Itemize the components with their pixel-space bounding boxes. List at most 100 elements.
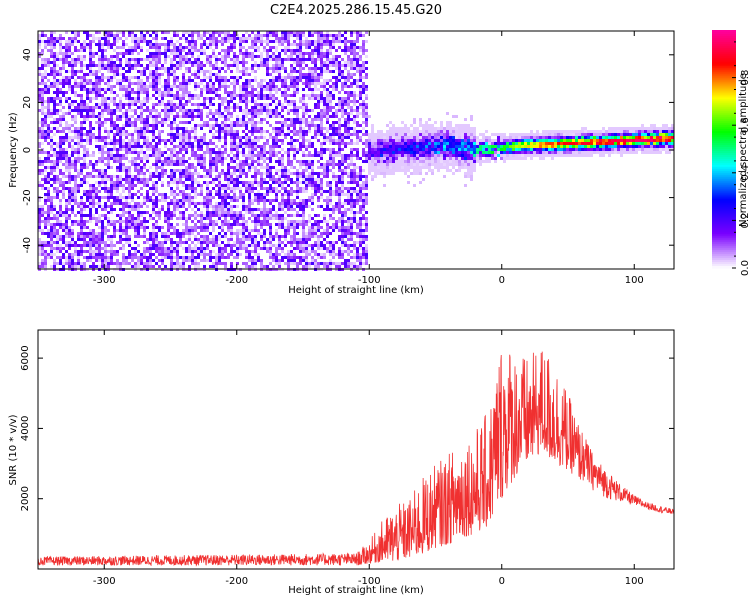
spectrogram-cell	[230, 46, 233, 49]
spectrogram-cell	[215, 220, 218, 223]
spectrogram-cell	[164, 199, 167, 202]
spectrogram-cell	[122, 208, 125, 211]
spectrogram-cell	[305, 52, 308, 55]
spectrogram-cell	[293, 232, 296, 235]
spectrogram-cell	[209, 154, 212, 157]
spectrogram-cell	[287, 142, 290, 145]
spectrogram-cell	[137, 226, 140, 229]
spectrogram-cell	[98, 31, 101, 34]
spectrogram-cell	[245, 127, 248, 130]
spectrogram-cell	[233, 196, 236, 199]
spectrogram-cell	[284, 211, 287, 214]
spectrogram-cell	[68, 70, 71, 73]
spectrogram-cell	[68, 103, 71, 106]
spectrogram-cell	[50, 166, 53, 169]
spectrogram-cell	[281, 235, 284, 238]
spectrogram-cell	[143, 82, 146, 85]
spectrogram-cell	[212, 211, 215, 214]
spectrogram-cell	[221, 241, 224, 244]
spectrogram-cell	[56, 175, 59, 178]
spectrogram-cell	[74, 151, 77, 154]
spectrogram-cell	[41, 58, 44, 61]
spectrogram-cell	[284, 52, 287, 55]
spectrogram-cell	[134, 151, 137, 154]
spectrogram-cell	[281, 184, 284, 187]
spectrogram-cell	[62, 64, 65, 67]
spectrogram-cell	[38, 262, 41, 265]
spectrogram-cell	[68, 214, 71, 217]
spectrogram-cell	[215, 112, 218, 115]
spectrogram-cell	[272, 178, 275, 181]
spectrogram-cell	[176, 133, 179, 136]
spectrogram-cell	[80, 196, 83, 199]
spectrogram-cell	[284, 190, 287, 193]
spectrogram-cell	[239, 223, 242, 226]
spectrogram-cell	[200, 187, 203, 190]
spectrogram-cell	[179, 193, 182, 196]
spectrogram-cell	[131, 148, 134, 151]
spectrogram-cell	[56, 91, 59, 94]
spectrogram-cell	[146, 130, 149, 133]
spectrogram-cell	[80, 145, 83, 148]
spectrogram-cell	[272, 55, 275, 58]
spectrogram-cell	[203, 217, 206, 220]
spectrogram-cell	[152, 130, 155, 133]
spectrogram-cell	[65, 181, 68, 184]
spectrogram-cell	[89, 64, 92, 67]
spectrogram-cell	[110, 196, 113, 199]
spectrogram-cell	[188, 217, 191, 220]
spectrogram-cell	[173, 106, 176, 109]
spectrogram-cell	[155, 82, 158, 85]
spectrogram-cell	[131, 199, 134, 202]
spectrogram-cell	[137, 214, 140, 217]
spectrogram-cell	[86, 31, 89, 34]
spectrogram-cell	[305, 46, 308, 49]
spectrogram-cell	[236, 61, 239, 64]
spectrogram-cell	[47, 40, 50, 43]
spectrogram-cell	[104, 100, 107, 103]
spectrogram-cell	[242, 124, 245, 127]
spectrogram-cell	[89, 256, 92, 259]
spectrogram-cell	[65, 217, 68, 220]
spectrogram-cell	[101, 106, 104, 109]
spectrogram-cell	[278, 178, 281, 181]
spectrogram-cell	[77, 220, 80, 223]
spectrogram-cell	[173, 226, 176, 229]
spectrogram-cell	[128, 133, 131, 136]
spectrogram-cell	[260, 64, 263, 67]
spectrogram-cell	[242, 247, 245, 250]
spectrogram-cell	[242, 136, 245, 139]
spectrogram-cell	[53, 121, 56, 124]
spectrogram-cell	[275, 190, 278, 193]
spectrogram-cell	[68, 139, 71, 142]
spectrogram-cell	[194, 226, 197, 229]
spectrogram-cell	[272, 34, 275, 37]
spectrogram-cell	[155, 103, 158, 106]
spectrogram-cell	[74, 85, 77, 88]
spectrogram-cell	[194, 130, 197, 133]
spectrogram-cell	[38, 238, 41, 241]
spectrogram-cell	[134, 178, 137, 181]
spectrogram-cell	[74, 70, 77, 73]
spectrogram-cell	[122, 142, 125, 145]
spectrogram-cell	[272, 199, 275, 202]
spectrogram-cell	[119, 154, 122, 157]
spectrogram-cell	[119, 61, 122, 64]
spectrogram-cell	[89, 172, 92, 175]
spectrogram-cell	[89, 130, 92, 133]
spectrogram-cell	[227, 154, 230, 157]
spectrogram-cell	[116, 106, 119, 109]
spectrogram-cell	[131, 52, 134, 55]
spectrogram-cell	[68, 199, 71, 202]
spectrogram-cell	[296, 121, 299, 124]
spectrogram-cell	[89, 229, 92, 232]
spectrogram-cell	[179, 163, 182, 166]
spectrogram-cell	[275, 211, 278, 214]
spectrogram-cell	[155, 112, 158, 115]
spectrogram-cell	[272, 244, 275, 247]
spectrogram-cell	[308, 52, 311, 55]
spectrogram-cell	[245, 103, 248, 106]
spectrogram-cell	[311, 145, 314, 148]
spectrogram-cell	[161, 151, 164, 154]
spectrogram-cell	[197, 226, 200, 229]
